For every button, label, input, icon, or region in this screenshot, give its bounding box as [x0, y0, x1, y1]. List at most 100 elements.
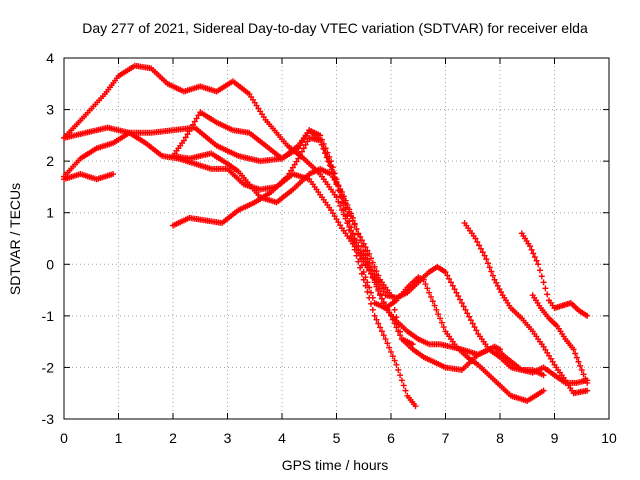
- data-point-plus: [384, 340, 391, 347]
- x-axis-label: GPS time / hours: [282, 457, 389, 473]
- data-point-plus: [362, 244, 369, 251]
- data-point-plus: [333, 194, 340, 201]
- data-point-plus: [366, 284, 373, 291]
- data-point-plus: [373, 275, 380, 282]
- data-point-plus: [353, 226, 360, 233]
- grid-layer: [64, 58, 609, 419]
- data-point-plus: [580, 371, 587, 378]
- data-point-plus: [344, 201, 351, 208]
- data-point-plus: [447, 279, 454, 286]
- x-tick-label: 4: [278, 430, 286, 446]
- x-tick-label: 2: [169, 430, 177, 446]
- y-tick-label: -2: [42, 359, 55, 375]
- data-point-plus: [453, 289, 460, 296]
- data-point-plus: [584, 379, 591, 386]
- data-point-plus: [364, 288, 371, 295]
- data-point-plus: [110, 171, 117, 178]
- y-tick-label: 2: [46, 153, 54, 169]
- data-point-plus: [329, 169, 336, 176]
- data-point-plus: [368, 289, 375, 296]
- data-point-plus: [426, 289, 433, 296]
- data-point-plus: [375, 320, 382, 327]
- data-point-plus: [544, 291, 551, 298]
- data-point-plus: [538, 273, 545, 280]
- data-point-plus: [364, 247, 371, 254]
- series-arc-2: [61, 62, 416, 348]
- data-point-plus: [572, 350, 579, 357]
- axis-ticks: 0 1 2 3 4 5 6 7 8 9 10 -3 -2 -1 0 1 2 3 4: [42, 50, 617, 446]
- data-point-plus: [536, 267, 543, 274]
- data-point-plus: [295, 145, 302, 152]
- data-point-plus: [366, 250, 373, 257]
- data-point-plus: [324, 154, 331, 161]
- data-point-plus: [333, 181, 340, 188]
- data-point-plus: [388, 348, 394, 355]
- data-point-plus: [438, 319, 445, 326]
- data-point-plus: [528, 246, 535, 253]
- data-point-plus: [368, 300, 375, 307]
- data-point-plus: [409, 341, 416, 348]
- data-point-plus: [288, 167, 295, 174]
- data-point-plus: [393, 361, 400, 368]
- data-marks: [61, 62, 591, 410]
- data-point-plus: [380, 288, 387, 295]
- data-point-plus: [333, 216, 340, 223]
- data-point-plus: [400, 382, 407, 389]
- data-point-plus: [320, 146, 327, 153]
- data-point-plus: [191, 118, 198, 125]
- data-point-plus: [304, 138, 311, 145]
- data-point-plus: [547, 355, 554, 362]
- x-tick-label: 7: [442, 430, 450, 446]
- data-point-plus: [473, 327, 480, 334]
- data-point-plus: [344, 220, 351, 227]
- data-point-plus: [349, 240, 356, 247]
- data-point-plus: [397, 372, 404, 379]
- data-point-plus: [476, 242, 483, 249]
- data-point-plus: [335, 187, 342, 194]
- data-point-plus: [466, 313, 473, 320]
- data-point-plus: [348, 210, 355, 217]
- data-point-plus: [412, 403, 419, 410]
- data-point-plus: [395, 367, 402, 374]
- data-point-plus: [366, 259, 373, 266]
- data-point-plus: [300, 145, 307, 152]
- data-point-plus: [364, 279, 371, 286]
- chart-title: Day 277 of 2021, Sidereal Day-to-day VTE…: [82, 20, 588, 36]
- y-tick-label: 3: [46, 102, 54, 118]
- data-point-plus: [351, 246, 358, 253]
- data-point-plus: [297, 142, 304, 149]
- data-point-plus: [481, 252, 488, 259]
- series-arc-3: [61, 124, 591, 386]
- data-point-plus: [424, 285, 431, 292]
- data-point-plus: [368, 255, 375, 262]
- x-tick-label: 0: [60, 430, 68, 446]
- data-point-plus: [289, 164, 296, 171]
- data-point-plus: [304, 130, 311, 137]
- data-point-plus: [377, 290, 384, 297]
- data-point-plus: [375, 286, 382, 293]
- data-point-plus: [533, 257, 540, 264]
- data-point-plus: [364, 264, 371, 271]
- data-point-plus: [380, 332, 387, 339]
- data-point-plus: [358, 270, 365, 277]
- data-point-plus: [477, 245, 484, 252]
- y-tick-label: 4: [46, 50, 54, 66]
- data-point-plus: [371, 271, 378, 278]
- data-point-plus: [433, 306, 440, 313]
- data-point-plus: [317, 132, 324, 139]
- data-point-plus: [300, 136, 307, 143]
- series-arc-6: [170, 109, 547, 404]
- series-arc-9: [518, 230, 591, 319]
- data-point-plus: [286, 170, 293, 177]
- data-point-plus: [582, 375, 589, 382]
- data-point-plus: [540, 279, 547, 286]
- data-point-plus: [355, 258, 362, 265]
- series-arc-4: [61, 129, 503, 358]
- data-point-plus: [297, 152, 304, 159]
- data-point-plus: [360, 248, 367, 255]
- data-point-plus: [446, 275, 453, 282]
- data-point-plus: [464, 310, 471, 317]
- data-point-plus: [355, 249, 362, 256]
- data-point-plus: [331, 213, 338, 220]
- data-point-plus: [318, 141, 325, 148]
